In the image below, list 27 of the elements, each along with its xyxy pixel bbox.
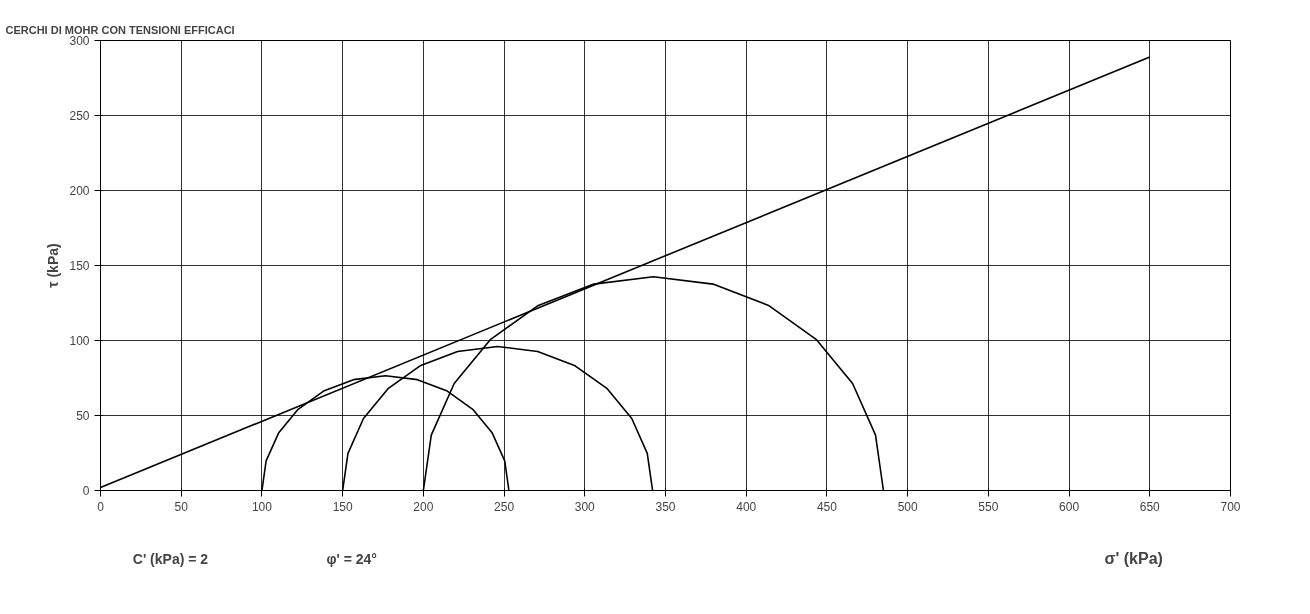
x-tick-label: 700 [1220, 499, 1241, 514]
x-tick-label: 600 [1059, 499, 1080, 514]
x-tick-label: 500 [897, 499, 918, 514]
x-tick-label: 300 [574, 499, 596, 514]
x-tick-label: 550 [978, 499, 999, 514]
text: C' (kPa) = 2 [132, 550, 209, 567]
y-tick-label: 300 [69, 34, 90, 48]
x-tick-label: 650 [1139, 499, 1161, 514]
text: φ' = 24° [326, 550, 377, 567]
x-tick-label: 100 [251, 499, 273, 514]
x-tick-label: 250 [494, 499, 515, 514]
x-tick-label: 400 [736, 499, 757, 514]
x-tick-label: 350 [655, 499, 676, 514]
x-tick-label: 450 [816, 499, 838, 514]
y-tick-label: 100 [69, 334, 90, 348]
y-tick-label: 150 [69, 259, 90, 273]
y-axis-title: τ (kPa) [45, 243, 62, 288]
x-tick-label: 150 [332, 499, 353, 514]
y-tick-label: 50 [76, 409, 90, 423]
x-axis-title: σ' (kPa) [1104, 550, 1163, 567]
y-tick-label: 0 [82, 484, 90, 498]
y-tick-label: 200 [69, 184, 90, 198]
x-tick-label: 200 [413, 499, 434, 514]
x-tick-label: 0 [97, 499, 105, 514]
x-tick-label: 50 [174, 499, 189, 514]
y-tick-label: 250 [69, 109, 90, 123]
chart-title: CERCHI DI MOHR CON TENSIONI EFFICACI [5, 23, 235, 36]
